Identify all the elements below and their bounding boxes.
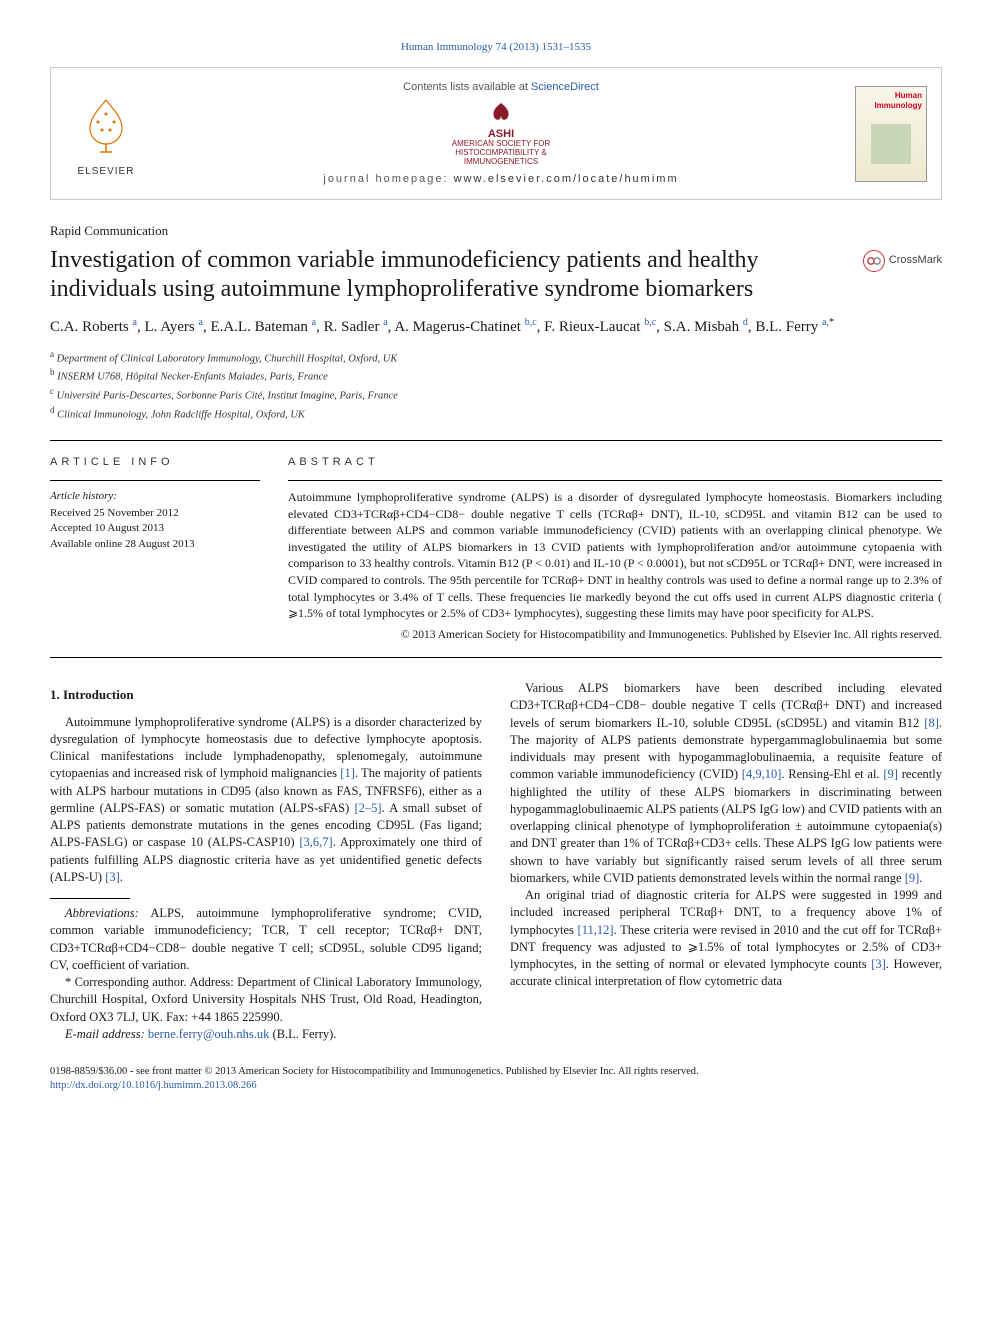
history-received: Received 25 November 2012 (50, 506, 260, 521)
cover-art-icon (871, 124, 911, 164)
cover-title: Human Immunology (860, 91, 922, 113)
footnote-email: E-mail address: berne.ferry@ouh.nhs.uk (… (50, 1026, 482, 1043)
abstract-copyright: © 2013 American Society for Histocompati… (288, 628, 942, 644)
affiliations: a Department of Clinical Laboratory Immu… (50, 348, 942, 423)
ashi-leaf-icon (159, 101, 843, 128)
abstract-box: ABSTRACT Autoimmune lymphoproliferative … (288, 441, 942, 657)
affiliation-a: a Department of Clinical Laboratory Immu… (50, 348, 942, 367)
journal-homepage-line: journal homepage: www.elsevier.com/locat… (159, 172, 843, 187)
journal-reference-link[interactable]: Human Immunology 74 (2013) 1531–1535 (401, 41, 591, 53)
footer-copyright: 0198-8859/$36.00 - see front matter © 20… (50, 1065, 942, 1079)
header-center: Contents lists available at ScienceDirec… (159, 80, 843, 187)
history-accepted: Accepted 10 August 2013 (50, 521, 260, 536)
journal-header-band: ELSEVIER Contents lists available at Sci… (50, 67, 942, 200)
journal-home-prefix: journal homepage: (323, 173, 453, 185)
article-info-head: ARTICLE INFO (50, 455, 260, 470)
history-online: Available online 28 August 2013 (50, 537, 260, 552)
authors-line: C.A. Roberts a, L. Ayers a, E.A.L. Batem… (50, 316, 942, 337)
affiliation-d: d Clinical Immunology, John Radcliffe Ho… (50, 404, 942, 423)
contents-available-line: Contents lists available at ScienceDirec… (159, 80, 843, 95)
para-3: An original triad of diagnostic criteria… (510, 887, 942, 991)
article-info-box: ARTICLE INFO Article history: Received 2… (50, 441, 260, 657)
elsevier-logo[interactable]: ELSEVIER (65, 89, 147, 179)
footnote-corresponding: * Corresponding author. Address: Departm… (50, 974, 482, 1026)
footer-doi-link[interactable]: http://dx.doi.org/10.1016/j.humimm.2013.… (50, 1080, 257, 1091)
body-columns: 1. Introduction Autoimmune lymphoprolife… (50, 680, 942, 1043)
para-2: Various ALPS biomarkers have been descri… (510, 680, 942, 887)
abstract-text: Autoimmune lymphoproliferative syndrome … (288, 480, 942, 621)
corresponding-email-link[interactable]: berne.ferry@ouh.nhs.uk (148, 1027, 270, 1041)
affiliation-b: b INSERM U768, Hôpital Necker-Enfants Ma… (50, 366, 942, 385)
elsevier-tree-icon (76, 96, 136, 163)
contents-prefix: Contents lists available at (403, 81, 531, 93)
elsevier-label: ELSEVIER (78, 165, 135, 179)
crossmark-badge[interactable]: CrossMark (863, 250, 942, 272)
footnote-abbrev: Abbreviations: ALPS, autoimmune lymphopr… (50, 905, 482, 974)
journal-home-link[interactable]: www.elsevier.com/locate/humimm (454, 173, 679, 185)
footnote-block: Abbreviations: ALPS, autoimmune lymphopr… (50, 898, 482, 1043)
journal-cover-thumbnail[interactable]: Human Immunology (855, 86, 927, 182)
ashi-line-3: IMMUNOGENETICS (159, 158, 843, 167)
title-row: Investigation of common variable immunod… (50, 246, 942, 317)
journal-reference: Human Immunology 74 (2013) 1531–1535 (50, 40, 942, 55)
article-title: Investigation of common variable immunod… (50, 246, 845, 305)
para-1: Autoimmune lymphoproliferative syndrome … (50, 714, 482, 887)
crossmark-label: CrossMark (889, 253, 942, 268)
crossmark-icon (863, 250, 885, 272)
article-history-head: Article history: (50, 480, 260, 504)
section-1-head: 1. Introduction (50, 686, 482, 704)
affiliation-c: c Université Paris-Descartes, Sorbonne P… (50, 385, 942, 404)
footer-bar: 0198-8859/$36.00 - see front matter © 20… (50, 1065, 942, 1093)
ashi-logo[interactable]: ASHI AMERICAN SOCIETY FOR HISTOCOMPATIBI… (159, 101, 843, 167)
footnote-rule (50, 898, 130, 899)
sciencedirect-link[interactable]: ScienceDirect (531, 81, 599, 93)
info-abstract-row: ARTICLE INFO Article history: Received 2… (50, 440, 942, 658)
article-type: Rapid Communication (50, 222, 942, 240)
abstract-head: ABSTRACT (288, 455, 942, 470)
